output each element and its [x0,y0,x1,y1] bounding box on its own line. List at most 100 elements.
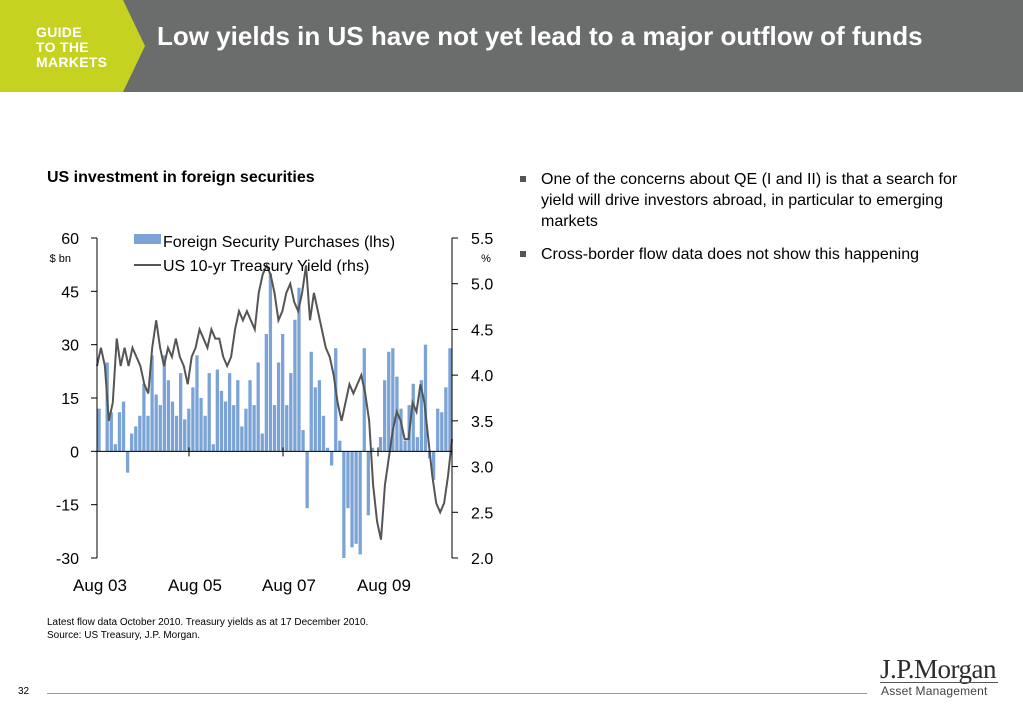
bar [170,401,175,452]
bar [321,415,326,452]
logo-line-1: GUIDE [36,24,82,40]
footnote-line: Latest flow data October 2010. Treasury … [47,617,369,628]
chart-title: US investment in foreign securities [47,169,315,186]
logo-line-3: MARKETS [36,54,108,70]
bar [411,383,415,452]
bar [297,287,301,452]
bullet-text: Cross-border flow data does not show thi… [541,246,919,263]
bar [223,401,228,452]
bar [285,405,289,452]
bar [358,451,362,555]
bar [248,380,252,452]
source-line: Source: US Treasury, J.P. Morgan. [47,630,201,641]
right-tick-label: 2.0 [471,551,493,568]
bar [309,351,313,452]
bar [146,415,150,452]
left-tick-label: 0 [70,444,79,461]
bar [158,405,162,452]
bullet-item: One of the concerns about QE (I and II) … [520,169,990,232]
square-bullet-icon [520,251,526,257]
bar [444,387,448,452]
page-number: 32 [18,686,30,697]
bar [260,433,264,452]
bar [117,412,122,452]
bar [403,440,407,452]
left-tick-label: 45 [61,284,79,301]
bar [113,444,117,452]
x-tick-label: Aug 05 [168,576,222,595]
logo-arrow-shape [123,0,145,92]
bar [252,405,256,452]
bar [232,405,236,452]
legend-label-bars: Foreign Security Purchases (lhs) [163,234,395,251]
bar [391,348,395,452]
right-tick-label: 2.5 [471,505,493,522]
x-tick-label: Aug 03 [73,576,127,595]
bar [109,412,113,452]
right-tick-label: 5.5 [471,231,493,248]
bar [187,408,191,452]
square-bullet-icon [520,176,526,182]
right-axis-unit: % [481,253,491,265]
bar [150,355,154,452]
right-tick-label: 5.0 [471,277,493,294]
legend-label-line: US 10-yr Treasury Yield (rhs) [163,258,369,275]
bar [240,426,244,452]
right-tick-label: 4.5 [471,322,493,339]
bar [301,430,305,452]
bar [203,415,207,452]
bar [264,334,268,452]
bullet-list: One of the concerns about QE (I and II) … [520,169,990,277]
bar [334,348,338,452]
bar [195,355,199,452]
left-axis-unit: $ bn [50,253,71,265]
bar [199,398,203,452]
bar [191,387,195,452]
bar [362,348,366,452]
bar [183,419,187,452]
bar [211,444,215,452]
bar [383,380,387,452]
bar [313,387,317,452]
bar [317,380,322,452]
bar [370,447,375,452]
left-tick-label: 30 [61,338,79,355]
bar [350,451,354,548]
bar [423,344,428,452]
jpmorgan-logo: J.P.Morgan [880,654,997,684]
bar [432,451,436,480]
bar [219,390,224,452]
bar [162,355,166,452]
bar [121,401,126,452]
left-tick-label: 15 [61,391,79,408]
bar [387,351,391,452]
right-tick-label: 3.0 [471,460,493,477]
brand-subtitle: Asset Management [881,684,988,698]
bar [378,437,383,452]
right-tick-label: 3.5 [471,414,493,431]
bar [305,451,309,509]
legend-bar-swatch [134,234,161,244]
left-tick-label: -30 [56,551,79,568]
bar [215,369,220,452]
bar [436,408,440,452]
bar [244,408,248,452]
bar [366,451,370,516]
bar [142,383,146,452]
bar [419,380,424,452]
bullet-text: One of the concerns about QE (I and II) … [541,171,958,230]
right-tick-label: 4.0 [471,368,493,385]
footer-divider [47,693,867,694]
bar [227,373,232,452]
brand-divider [880,682,998,683]
bar [354,451,358,544]
bar [325,447,330,452]
bar [329,451,334,466]
yield-line [96,262,453,540]
bar [236,380,240,452]
bar [338,440,342,452]
bar [342,451,346,558]
bar [125,451,130,473]
x-tick-label: Aug 09 [357,576,411,595]
